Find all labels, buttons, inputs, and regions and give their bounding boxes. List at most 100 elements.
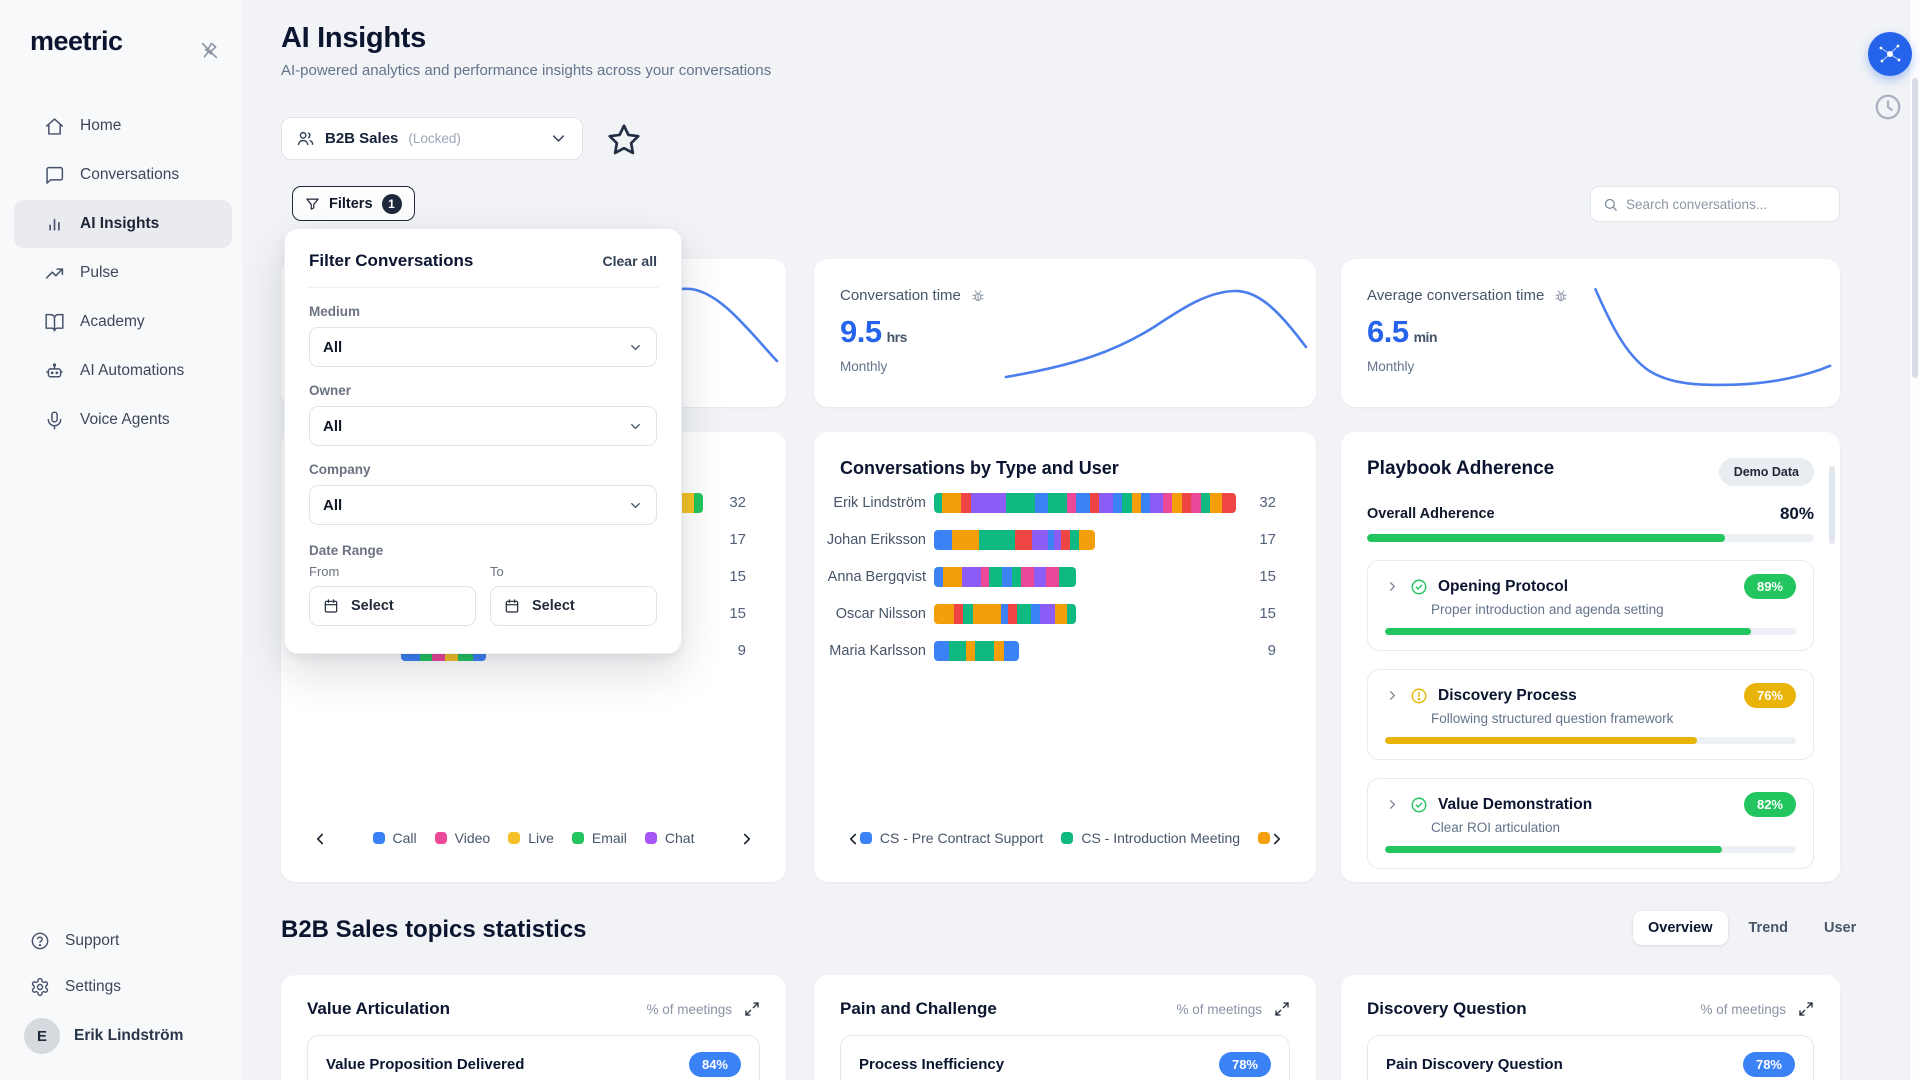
sidebar-item-ai-insights[interactable]: AI Insights [14, 200, 232, 248]
bar-segment [1076, 492, 1090, 513]
medium-select[interactable]: All [309, 327, 657, 367]
overall-progress-fill [1367, 534, 1725, 542]
sidebar-item-home[interactable]: Home [14, 102, 232, 150]
topic-item[interactable]: Value Proposition Delivered 84% [307, 1035, 760, 1080]
search-box [1590, 186, 1840, 222]
sidebar-item-settings[interactable]: Settings [0, 964, 242, 1010]
user-menu[interactable]: E Erik Lindström [0, 1010, 242, 1054]
bar-segment [934, 640, 949, 661]
bar-segment [972, 603, 1001, 624]
mic-icon [44, 410, 65, 431]
bar-segment [1060, 529, 1070, 550]
expand-icon[interactable] [1274, 1001, 1290, 1017]
bar-segment [1140, 492, 1151, 513]
check-circle-icon [1410, 578, 1428, 596]
bar-segment [954, 603, 964, 624]
bar-segment [962, 566, 982, 587]
chevron-right-icon[interactable] [1385, 797, 1400, 812]
tab-user[interactable]: User [1809, 911, 1871, 945]
legend-next-icon[interactable] [738, 830, 756, 848]
bar-segment [1035, 492, 1048, 513]
legend-label: CS - Pre Contract Support [879, 830, 1044, 846]
search-input[interactable] [1626, 196, 1827, 212]
filter-fields: Medium All Owner All Company All [309, 304, 657, 525]
filters-button[interactable]: Filters 1 [292, 186, 415, 221]
favorite-star-icon[interactable] [605, 121, 643, 159]
topic-card-header: Discovery Question % of meetings [1367, 999, 1814, 1019]
pulse-icon [44, 263, 65, 284]
sidebar-item-academy[interactable]: Academy [14, 298, 232, 346]
stacked-bar [934, 566, 1076, 587]
playbook-progress-track [1385, 737, 1796, 744]
legend-label: Call [392, 830, 417, 846]
bar-segment [1021, 566, 1035, 587]
page-scrollbar[interactable] [1910, 0, 1920, 1080]
legend-prev-icon[interactable] [311, 830, 329, 848]
ai-assistant-button[interactable] [1868, 32, 1912, 76]
gear-icon [30, 977, 50, 997]
select-value: All [323, 496, 343, 514]
sidebar-item-conversations[interactable]: Conversations [14, 151, 232, 199]
bar-segment [934, 529, 952, 550]
legend-prev-icon[interactable] [844, 830, 862, 848]
legend-item: Email [571, 830, 627, 846]
date-to-select[interactable]: Select [490, 586, 657, 626]
clear-all-button[interactable]: Clear all [602, 253, 657, 269]
bar-segment [963, 603, 973, 624]
topic-item-badge: 84% [688, 1052, 741, 1077]
topic-card-title: Value Articulation [307, 999, 450, 1018]
search-icon [1603, 197, 1618, 212]
expand-icon[interactable] [744, 1001, 760, 1017]
card-scrollbar[interactable] [1829, 466, 1835, 544]
chart-row: Oscar Nilsson 15 [814, 595, 1316, 632]
topics-tabs: Overview Trend User [1633, 908, 1871, 948]
topic-card-meta: % of meetings [1700, 1001, 1786, 1017]
tab-trend[interactable]: Trend [1734, 911, 1803, 945]
playbook-item[interactable]: Value Demonstration 82% Clear ROI articula… [1367, 778, 1814, 869]
topic-item-badge: 78% [1742, 1052, 1795, 1077]
playbook-item[interactable]: Discovery Process 76% Following structured… [1367, 669, 1814, 760]
metric-unit: min [1413, 329, 1438, 345]
legend-item: Video [434, 830, 490, 846]
bar-segment [943, 566, 963, 587]
scrollbar-thumb[interactable] [1912, 78, 1918, 378]
bar-segment [1131, 492, 1141, 513]
playbook-title: Playbook Adherence [1367, 458, 1555, 479]
overall-adherence-value: 80% [1779, 504, 1814, 523]
owner-select[interactable]: All [309, 406, 657, 446]
stacked-bar-chart: Erik Lindström 32 Johan Eriksson 17 Anna Ber… [814, 484, 1316, 669]
sidebar-item-ai-automations[interactable]: AI Automations [14, 347, 232, 395]
company-select[interactable]: All [309, 485, 657, 525]
playbook-item[interactable]: Opening Protocol 89% Proper introduction a… [1367, 560, 1814, 651]
team-selector[interactable]: B2B Sales (Locked) [281, 117, 583, 160]
chevron-right-icon[interactable] [1385, 579, 1400, 594]
tab-overview[interactable]: Overview [1633, 911, 1728, 945]
bar-segment [965, 640, 976, 661]
chart-row-value: 9 [737, 642, 746, 659]
playbook-item-header: Value Demonstration 82% [1385, 792, 1796, 817]
chart-row: Johan Eriksson 17 [814, 521, 1316, 558]
bar-segment [934, 603, 955, 624]
legend-next-icon[interactable] [1268, 830, 1286, 848]
chart-row-label: Oscar Nilsson [835, 605, 926, 622]
playbook-progress-fill [1385, 846, 1723, 853]
bar-segment [1099, 492, 1113, 513]
funnel-icon [305, 196, 320, 211]
history-clock-icon[interactable] [1873, 92, 1903, 122]
date-from-select[interactable]: Select [309, 586, 476, 626]
expand-icon[interactable] [1798, 1001, 1814, 1017]
sidebar-item-support[interactable]: Support [0, 918, 242, 964]
bar-segment [1058, 566, 1076, 587]
metric-value: 9.5 hrs [840, 314, 907, 349]
playbook-adherence-card: Playbook Adherence Demo Data Overall Adh… [1341, 432, 1840, 882]
sidebar-item-pulse[interactable]: Pulse [14, 249, 232, 297]
chevron-right-icon[interactable] [1385, 688, 1400, 703]
avatar: E [24, 1018, 60, 1054]
sidebar-item-voice-agents[interactable]: Voice Agents [14, 396, 232, 444]
topic-card-title: Discovery Question [1367, 999, 1527, 1018]
unpin-sidebar-icon[interactable] [198, 40, 220, 62]
topic-item[interactable]: Process Inefficiency 78% [840, 1035, 1290, 1080]
topic-item[interactable]: Pain Discovery Question 78% [1367, 1035, 1814, 1080]
stacked-bar [934, 640, 1019, 661]
